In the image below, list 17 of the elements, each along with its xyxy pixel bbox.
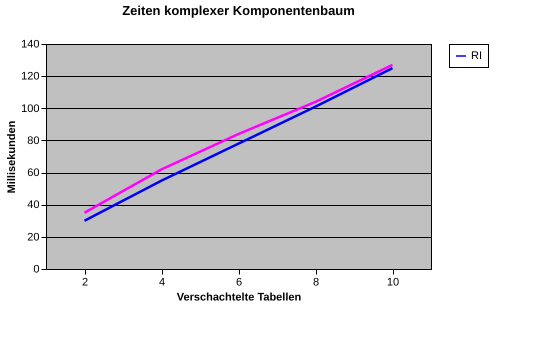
x-tick-label: 8 [312, 276, 320, 288]
y-tick-label: 120 [21, 70, 40, 83]
y-tick-label: 140 [21, 38, 40, 50]
y-axis-title: Millisekunden [6, 120, 18, 194]
y-tick-label: 80 [27, 134, 40, 147]
y-tick-label: 100 [21, 102, 40, 115]
y-tick-label: 0 [33, 264, 40, 276]
y-tick-label: 60 [27, 167, 40, 180]
x-axis-title: Verschachtelte Tabellen [176, 292, 302, 304]
x-tick-label: 10 [386, 276, 400, 288]
x-tick-label: 4 [158, 276, 166, 288]
y-tick-label: 40 [27, 199, 40, 212]
y-tick-label: 20 [27, 231, 40, 244]
x-tick-label: 2 [82, 276, 88, 288]
chart-title: Zeiten komplexer Komponentenbaum [122, 3, 355, 18]
legend-label: RI [471, 50, 482, 62]
x-tick-label: 6 [236, 276, 242, 288]
